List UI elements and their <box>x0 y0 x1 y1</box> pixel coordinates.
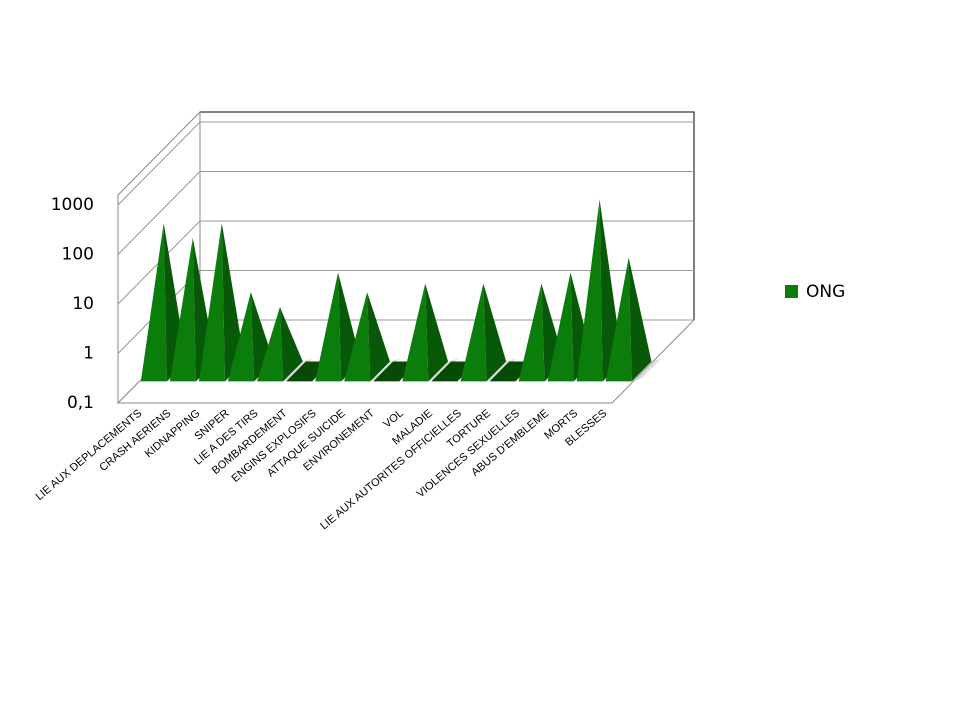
pyramid-face <box>425 283 449 382</box>
pyramid-face <box>628 257 652 382</box>
pyramid-face <box>169 237 196 382</box>
legend-label: ONG <box>806 282 845 302</box>
pyramid-face <box>576 199 603 382</box>
y-tick-label: 1000 <box>51 195 94 215</box>
pyramid-face <box>402 283 429 382</box>
y-tick-label: 10 <box>72 294 94 314</box>
pyramid-face <box>257 307 284 382</box>
pyramid <box>257 307 303 382</box>
grid-line <box>117 121 201 206</box>
pyramid-face <box>279 307 303 382</box>
pyramid-face <box>605 257 632 382</box>
back-wall <box>199 111 695 321</box>
pyramid-face <box>140 222 167 382</box>
pyramid <box>460 283 507 382</box>
pyramid <box>402 283 449 382</box>
pyramid <box>605 257 652 382</box>
x-tick-label: LIE AUX DEPLACEMENTS <box>34 407 145 503</box>
pyramid-shadow <box>631 358 662 382</box>
y-tick-label: 1 <box>83 344 94 364</box>
pyramid <box>344 292 390 382</box>
pyramid-face <box>198 222 225 382</box>
pyramid-face <box>460 283 487 382</box>
pyramid-face <box>518 283 545 382</box>
y-tick-label: 0,1 <box>67 393 94 413</box>
grid-line <box>117 171 201 255</box>
pyramid-face <box>367 292 390 382</box>
legend-swatch <box>785 285 798 298</box>
pyramid-face <box>483 283 507 382</box>
pyramid-face <box>315 272 342 382</box>
pyramid-face <box>344 292 371 382</box>
pyramid-face <box>228 292 255 382</box>
y-tick-label: 100 <box>62 245 94 265</box>
pyramid-face <box>547 272 574 382</box>
